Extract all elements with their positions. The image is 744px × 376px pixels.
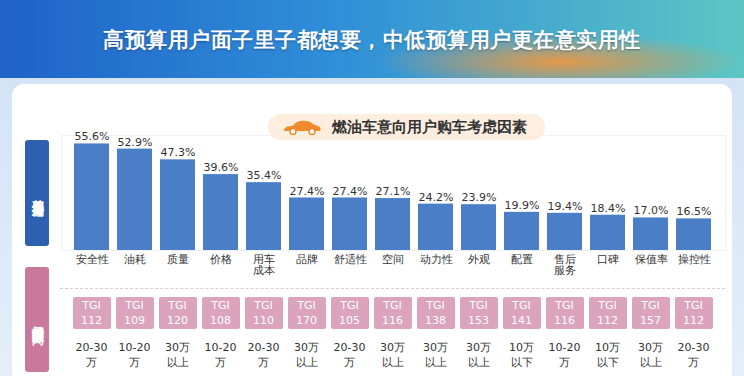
html-text:燃油车意向用户购车考虑因素: 燃油车意向用户购车考虑因素 xyxy=(332,118,527,136)
svg-text:安全性: 安全性 xyxy=(76,253,109,266)
svg-text:配置: 配置 xyxy=(511,253,533,266)
html-text:30万 以上: 30万 以上 xyxy=(380,341,405,369)
svg-text:舒适性: 舒适性 xyxy=(334,253,367,266)
svg-text:27.4%: 27.4% xyxy=(333,185,368,198)
svg-text:27.1%: 27.1% xyxy=(376,185,411,198)
svg-text:24.2%: 24.2% xyxy=(419,191,454,204)
html-text:10-20 万: 10-20 万 xyxy=(204,341,237,369)
html-text:20-30 万: 20-30 万 xyxy=(75,341,108,369)
html-text:整体用户偏好: 整体用户偏好 xyxy=(30,190,45,196)
svg-text:52.9%: 52.9% xyxy=(118,136,153,149)
svg-text:外观: 外观 xyxy=(468,253,490,266)
html-text:TGI 116: TGI 116 xyxy=(382,299,403,327)
html-text:TGI 112: TGI 112 xyxy=(683,299,704,327)
html-text:TGI 153: TGI 153 xyxy=(468,299,489,327)
html-text:TGI 170: TGI 170 xyxy=(296,299,317,327)
html-text:10-20 万: 10-20 万 xyxy=(548,341,581,369)
html-text:高预算用户面子里子都想要，中低预算用户更在意实用性: 高预算用户面子里子都想要，中低预算用户更在意实用性 xyxy=(103,28,641,52)
html-text:TGI 157: TGI 157 xyxy=(640,299,661,327)
html-text:TGI 108: TGI 108 xyxy=(210,299,231,327)
html-text:TGI 120: TGI 120 xyxy=(167,299,188,327)
svg-text:39.6%: 39.6% xyxy=(204,161,239,174)
svg-text:35.4%: 35.4% xyxy=(247,169,282,182)
svg-text:27.4%: 27.4% xyxy=(290,185,325,198)
svg-text:口碑: 口碑 xyxy=(597,253,619,266)
svg-text:操控性: 操控性 xyxy=(678,253,711,266)
html-text:TGI 138: TGI 138 xyxy=(425,299,446,327)
html-text:偏好显著预算区间: 偏好显著预算区间 xyxy=(30,315,45,324)
html-text:TGI 110: TGI 110 xyxy=(253,299,274,327)
svg-text:动力性: 动力性 xyxy=(420,253,453,266)
svg-text:售后服务: 售后服务 xyxy=(554,253,576,277)
svg-text:18.4%: 18.4% xyxy=(591,202,626,215)
svg-text:47.3%: 47.3% xyxy=(161,146,196,159)
html-text:30万 以上: 30万 以上 xyxy=(165,341,190,369)
html-text:10万 以下: 10万 以下 xyxy=(509,341,534,369)
svg-text:品牌: 品牌 xyxy=(296,253,318,266)
html-text:TGI 105: TGI 105 xyxy=(339,299,360,327)
html-text:30万 以上: 30万 以上 xyxy=(638,341,663,369)
svg-text:质量: 质量 xyxy=(167,253,189,266)
svg-text:空间: 空间 xyxy=(382,253,404,266)
html-text:TGI 109: TGI 109 xyxy=(124,299,145,327)
svg-text:用车成本: 用车成本 xyxy=(253,253,275,277)
svg-text:55.6%: 55.6% xyxy=(75,130,110,143)
html-text:TGI 116: TGI 116 xyxy=(554,299,575,327)
svg-text:16.5%: 16.5% xyxy=(677,205,712,218)
svg-text:保值率: 保值率 xyxy=(635,253,668,266)
html-text:TGI 141: TGI 141 xyxy=(511,299,532,327)
html-text:30万 以上: 30万 以上 xyxy=(294,341,319,369)
svg-text:17.0%: 17.0% xyxy=(634,204,669,217)
svg-text:23.9%: 23.9% xyxy=(462,191,497,204)
svg-text:油耗: 油耗 xyxy=(124,253,146,266)
html-text:10-20 万: 10-20 万 xyxy=(118,341,151,369)
html-text:20-30 万: 20-30 万 xyxy=(247,341,280,369)
html-text:30万 以上: 30万 以上 xyxy=(423,341,448,369)
svg-text:价格: 价格 xyxy=(209,253,232,266)
svg-text:19.4%: 19.4% xyxy=(548,200,583,213)
html-text:20-30 万: 20-30 万 xyxy=(677,341,710,369)
html-text:TGI 112: TGI 112 xyxy=(81,299,102,327)
html-text:30万 以上: 30万 以上 xyxy=(466,341,491,369)
html-text:10万 以下: 10万 以下 xyxy=(595,341,620,369)
html-text:TGI 112: TGI 112 xyxy=(597,299,618,327)
html-text:20-30 万: 20-30 万 xyxy=(333,341,366,369)
svg-text:19.9%: 19.9% xyxy=(505,199,540,212)
